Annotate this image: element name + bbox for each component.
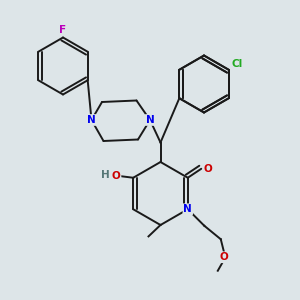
Text: N: N bbox=[146, 115, 154, 125]
Text: O: O bbox=[219, 252, 228, 262]
Text: H: H bbox=[101, 170, 110, 180]
Text: O: O bbox=[203, 164, 212, 174]
Text: N: N bbox=[183, 204, 192, 214]
Text: F: F bbox=[59, 25, 67, 35]
Text: O: O bbox=[112, 171, 121, 181]
Text: N: N bbox=[87, 115, 96, 125]
Text: Cl: Cl bbox=[232, 59, 243, 69]
